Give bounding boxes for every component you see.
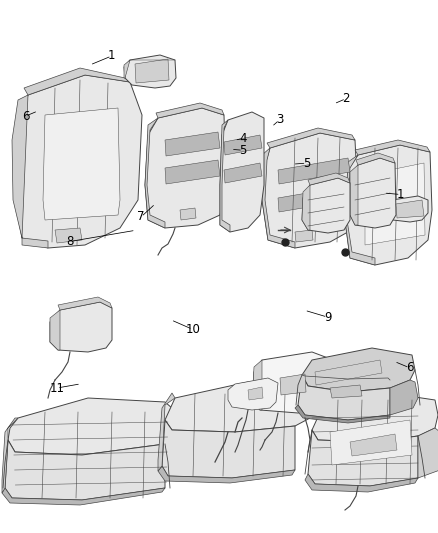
Polygon shape bbox=[50, 302, 112, 352]
Polygon shape bbox=[262, 133, 358, 248]
Polygon shape bbox=[308, 173, 350, 185]
Polygon shape bbox=[12, 95, 48, 248]
Polygon shape bbox=[330, 420, 412, 465]
Text: 11: 11 bbox=[49, 382, 64, 394]
Polygon shape bbox=[302, 185, 310, 230]
Polygon shape bbox=[365, 163, 425, 245]
Polygon shape bbox=[350, 158, 396, 228]
Polygon shape bbox=[298, 375, 390, 420]
Polygon shape bbox=[124, 60, 130, 78]
Polygon shape bbox=[135, 59, 169, 83]
Polygon shape bbox=[224, 135, 262, 155]
Polygon shape bbox=[228, 378, 278, 410]
Text: 1: 1 bbox=[397, 188, 405, 201]
Text: 10: 10 bbox=[185, 323, 200, 336]
Polygon shape bbox=[345, 155, 375, 265]
Polygon shape bbox=[15, 75, 142, 248]
Text: 1: 1 bbox=[108, 50, 116, 62]
Polygon shape bbox=[330, 385, 362, 398]
Polygon shape bbox=[418, 428, 438, 478]
Text: 7: 7 bbox=[137, 211, 145, 223]
Polygon shape bbox=[302, 178, 350, 233]
Text: 2: 2 bbox=[342, 92, 350, 105]
Polygon shape bbox=[145, 108, 226, 228]
Polygon shape bbox=[387, 200, 393, 220]
Polygon shape bbox=[50, 310, 60, 350]
Polygon shape bbox=[345, 145, 432, 265]
Polygon shape bbox=[58, 297, 112, 310]
Text: 3: 3 bbox=[276, 114, 283, 126]
Polygon shape bbox=[390, 380, 418, 415]
Polygon shape bbox=[387, 196, 428, 222]
Polygon shape bbox=[355, 140, 430, 155]
Polygon shape bbox=[262, 148, 295, 248]
Polygon shape bbox=[24, 68, 130, 95]
Polygon shape bbox=[165, 382, 312, 432]
Text: 6: 6 bbox=[21, 110, 29, 123]
Polygon shape bbox=[315, 360, 382, 385]
Polygon shape bbox=[43, 108, 120, 220]
Polygon shape bbox=[280, 374, 306, 395]
Polygon shape bbox=[278, 186, 350, 212]
Polygon shape bbox=[162, 420, 295, 478]
Polygon shape bbox=[220, 120, 230, 232]
Text: 5: 5 bbox=[303, 157, 310, 169]
Polygon shape bbox=[305, 474, 418, 492]
Text: 8: 8 bbox=[67, 235, 74, 248]
Polygon shape bbox=[396, 200, 424, 218]
Polygon shape bbox=[2, 418, 18, 493]
Text: 9: 9 bbox=[324, 311, 332, 324]
Polygon shape bbox=[8, 398, 180, 455]
Polygon shape bbox=[308, 430, 418, 486]
Polygon shape bbox=[252, 352, 328, 413]
Polygon shape bbox=[55, 228, 82, 243]
Polygon shape bbox=[180, 208, 196, 220]
Polygon shape bbox=[158, 466, 295, 483]
Polygon shape bbox=[267, 128, 355, 148]
Polygon shape bbox=[165, 160, 220, 184]
Polygon shape bbox=[295, 230, 313, 242]
Polygon shape bbox=[350, 434, 397, 456]
Polygon shape bbox=[224, 163, 262, 183]
Polygon shape bbox=[124, 55, 176, 88]
Polygon shape bbox=[278, 158, 350, 184]
Polygon shape bbox=[302, 348, 415, 392]
Text: 6: 6 bbox=[406, 361, 413, 374]
Polygon shape bbox=[165, 132, 220, 156]
Polygon shape bbox=[312, 394, 438, 442]
Polygon shape bbox=[220, 112, 264, 232]
Polygon shape bbox=[356, 153, 395, 165]
Polygon shape bbox=[156, 103, 224, 118]
Polygon shape bbox=[158, 393, 175, 471]
Polygon shape bbox=[350, 165, 358, 225]
Polygon shape bbox=[295, 405, 390, 423]
Polygon shape bbox=[2, 488, 165, 505]
Polygon shape bbox=[252, 360, 262, 410]
Text: 4: 4 bbox=[239, 132, 247, 145]
Polygon shape bbox=[5, 440, 165, 500]
Polygon shape bbox=[248, 387, 263, 400]
Polygon shape bbox=[145, 118, 165, 228]
Text: 5: 5 bbox=[240, 144, 247, 157]
